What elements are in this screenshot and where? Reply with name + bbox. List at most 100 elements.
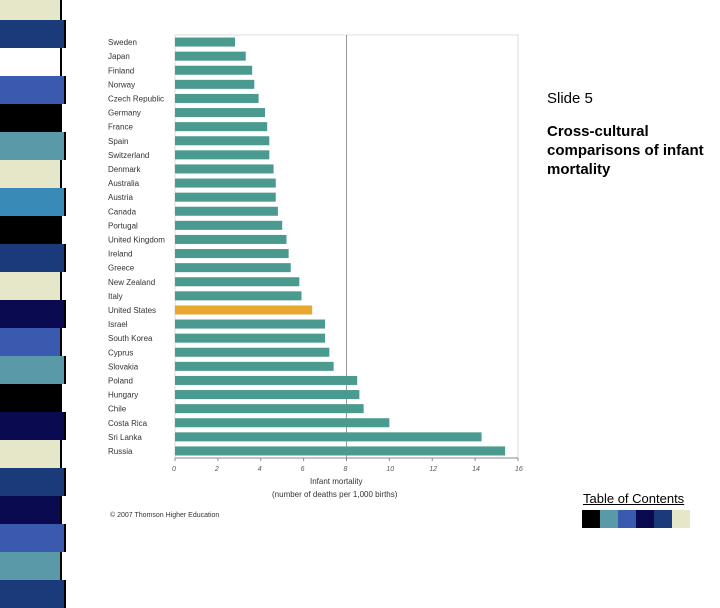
- bar-switzerland: [175, 150, 270, 160]
- stripe-block: [0, 496, 62, 524]
- color-swatch: [600, 510, 618, 528]
- bar-united-kingdom: [175, 234, 287, 244]
- stripe-block: [0, 440, 62, 468]
- bar-germany: [175, 108, 266, 118]
- tick-label: 2: [214, 466, 219, 473]
- bar-sri-lanka: [175, 432, 482, 442]
- chart-canvas: Sweden Japan Finland Norway Czech Republic Ge…: [108, 34, 523, 499]
- bar-italy: [175, 291, 302, 301]
- decorative-stripe: [0, 0, 68, 608]
- category-label: Australia: [108, 179, 140, 188]
- bar-japan: [175, 51, 246, 61]
- category-label: Japan: [108, 52, 130, 61]
- stripe-block: [0, 384, 62, 412]
- stripe-block: [0, 48, 62, 76]
- stripe-block: [0, 216, 62, 244]
- bar-new-zealand: [175, 277, 300, 287]
- stripe-block: [0, 160, 62, 188]
- tick-label: 14: [472, 466, 480, 473]
- category-label: Greece: [108, 264, 135, 273]
- category-label: United Kingdom: [108, 235, 165, 244]
- category-label: Norway: [108, 80, 135, 89]
- x-axis-title: Infant mortality: [310, 477, 362, 486]
- category-label: South Korea: [108, 334, 153, 343]
- bar-united-states: [175, 305, 313, 315]
- category-label: Sweden: [108, 38, 137, 47]
- tick-label: 4: [258, 466, 262, 473]
- stripe-block: [0, 580, 66, 608]
- category-label: France: [108, 123, 133, 132]
- slide-subtitle: Cross-cultural comparisons of infant mor…: [547, 123, 704, 178]
- category-label: Cyprus: [108, 348, 133, 357]
- category-label: New Zealand: [108, 278, 155, 287]
- bar-ireland: [175, 249, 289, 259]
- bar-russia: [175, 446, 506, 456]
- bar-hungary: [175, 390, 360, 400]
- tick-label: 8: [344, 466, 348, 473]
- stripe-block: [0, 300, 66, 328]
- stripe-block: [0, 104, 62, 132]
- category-label: Chile: [108, 405, 127, 414]
- stripe-block: [0, 412, 66, 440]
- bar-sweden: [175, 37, 236, 47]
- color-swatch: [654, 510, 672, 528]
- stripe-block: [0, 132, 66, 160]
- category-labels: Sweden Japan Finland Norway Czech Republic Ge…: [108, 38, 165, 456]
- category-label: Israel: [108, 320, 128, 329]
- category-label: Denmark: [108, 165, 141, 174]
- tick-label: 10: [386, 466, 394, 473]
- category-label: Czech Republic: [108, 94, 164, 103]
- category-label: Poland: [108, 376, 133, 385]
- stripe-block: [0, 356, 66, 384]
- bar-denmark: [175, 164, 274, 174]
- bar-costa-rica: [175, 418, 390, 428]
- category-label: Italy: [108, 292, 123, 301]
- bar-france: [175, 122, 268, 132]
- copyright-notice: © 2007 Thomson Higher Education: [110, 512, 220, 519]
- color-swatch: [672, 510, 690, 528]
- bar-cyprus: [175, 347, 330, 357]
- color-swatch: [582, 510, 600, 528]
- stripe-block: [0, 552, 62, 580]
- tick-label: 12: [429, 466, 437, 473]
- bar-austria: [175, 192, 276, 202]
- bar-finland: [175, 65, 253, 75]
- x-axis-subtitle: (number of deaths per 1,000 births): [272, 490, 398, 499]
- color-swatch: [618, 510, 636, 528]
- bar-spain: [175, 136, 270, 146]
- infant-mortality-chart: Sweden Japan Finland Norway Czech Republic Ge…: [100, 30, 530, 525]
- category-label: Spain: [108, 137, 128, 146]
- stripe-block: [0, 244, 66, 272]
- tick-label: 16: [515, 466, 523, 473]
- category-label: Canada: [108, 207, 137, 216]
- bar-portugal: [175, 220, 283, 230]
- bar-greece: [175, 263, 291, 273]
- stripe-block: [0, 188, 66, 216]
- color-swatch: [636, 510, 654, 528]
- x-axis-ticks: 0 2 4 6 8 10 12 14 16: [172, 458, 523, 473]
- color-swatches: [582, 510, 708, 528]
- category-label: United States: [108, 306, 156, 315]
- category-label: Ireland: [108, 250, 132, 259]
- tick-label: 0: [172, 466, 176, 473]
- bar-israel: [175, 319, 326, 329]
- category-label: Portugal: [108, 221, 138, 230]
- category-label: Sri Lanka: [108, 433, 142, 442]
- table-of-contents-link[interactable]: Table of Contents: [583, 491, 685, 506]
- bar-slovakia: [175, 361, 334, 371]
- category-label: Austria: [108, 193, 133, 202]
- category-label: Finland: [108, 66, 134, 75]
- color-swatch: [690, 510, 708, 528]
- stripe-block: [0, 76, 66, 104]
- bar-poland: [175, 375, 358, 385]
- bar-australia: [175, 178, 276, 188]
- stripe-block: [0, 328, 62, 356]
- chart-bars: [175, 37, 506, 456]
- stripe-block: [0, 0, 62, 20]
- bar-czech-republic: [175, 93, 259, 103]
- category-label: Germany: [108, 109, 141, 118]
- bar-canada: [175, 206, 278, 216]
- slide-title: Slide 5: [547, 90, 593, 107]
- category-label: Slovakia: [108, 362, 139, 371]
- category-label: Costa Rica: [108, 419, 148, 428]
